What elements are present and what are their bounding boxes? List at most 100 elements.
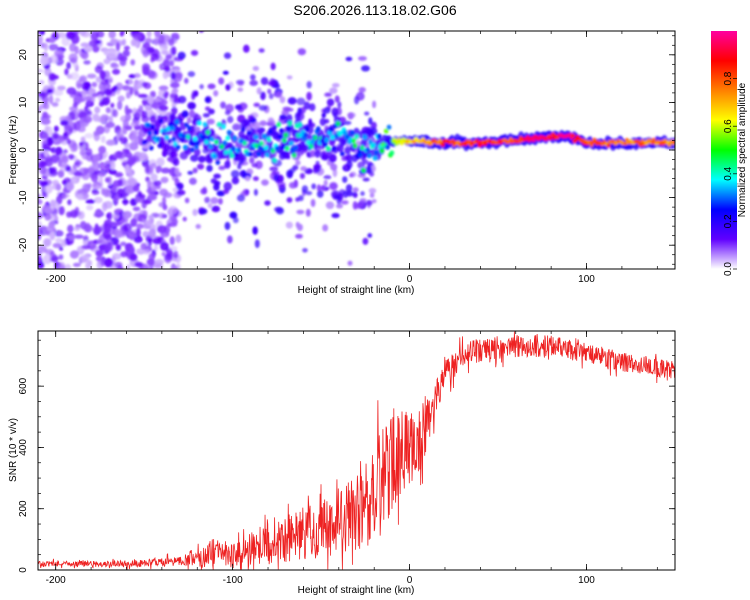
spectral-blob [43, 42, 49, 52]
spectral-blob [163, 92, 169, 100]
spectral-blob [148, 214, 154, 220]
spectral-blob [279, 128, 284, 134]
spectral-blob [58, 254, 64, 260]
spectral-blob [331, 83, 340, 88]
spectral-blob [202, 112, 210, 118]
spectral-blob [112, 109, 118, 118]
spectral-blob [188, 177, 197, 185]
spectral-blob [100, 260, 106, 267]
spectral-blob [148, 228, 156, 238]
spectral-blob [43, 102, 50, 110]
spectral-blob [362, 134, 368, 140]
spectral-blob [121, 38, 127, 46]
spectral-blob [127, 169, 134, 178]
spectral-blob [38, 80, 45, 85]
spectral-blob [303, 101, 311, 110]
spectral-blob [190, 50, 199, 56]
spectral-blob [233, 151, 239, 158]
spectral-blob [108, 116, 114, 124]
spectral-blob [73, 226, 81, 232]
spectral-blob [73, 234, 84, 239]
spectral-blob [83, 60, 91, 65]
spectral-blob [120, 31, 126, 36]
spectral-blob [296, 223, 303, 232]
spectral-blob [130, 121, 140, 127]
spectral-blob [57, 31, 66, 39]
spectral-blob [146, 122, 151, 129]
spectral-blob [222, 70, 229, 75]
spectral-blob [337, 101, 342, 108]
spectral-blob [55, 195, 63, 205]
spectral-blob [66, 62, 72, 70]
spectral-blob [51, 102, 59, 107]
spectral-blob [132, 206, 141, 212]
spectral-blob [383, 128, 389, 134]
spectral-blob [38, 97, 41, 103]
spectral-blob [117, 95, 125, 102]
spectral-blob [115, 151, 126, 160]
spectral-blob [149, 115, 157, 124]
spectral-blob [112, 180, 123, 187]
y-tick-label: 400 [18, 439, 29, 456]
spectral-blob [147, 70, 158, 80]
spectral-blob [342, 130, 348, 136]
spectral-blob [69, 110, 80, 121]
spectral-blob [168, 205, 178, 215]
spectral-blob [412, 140, 417, 144]
spectral-blob [249, 157, 255, 164]
spectral-blob [316, 184, 322, 192]
spectral-blob [114, 261, 123, 268]
spectral-blob [389, 150, 395, 156]
spectral-blob [236, 194, 245, 202]
spectral-blob [129, 253, 138, 261]
spectral-blob [260, 77, 269, 86]
spectral-blob [62, 149, 68, 154]
spectral-blob [40, 160, 48, 168]
spectral-blob [106, 212, 113, 221]
spectral-blob [90, 32, 99, 42]
spectral-blob [85, 148, 93, 156]
spectral-blob [97, 171, 106, 178]
spectral-blob [346, 160, 353, 169]
spectral-blob [351, 138, 357, 144]
spectral-blob [202, 186, 208, 194]
spectral-blob [38, 31, 42, 34]
spectral-blob [262, 133, 267, 139]
spectral-blob [330, 163, 338, 171]
spectral-blob [223, 52, 232, 59]
colorbar-tick-label: 0.8 [723, 71, 734, 85]
spectral-blob [279, 114, 287, 121]
spectral-blob [49, 251, 56, 260]
spectral-blob [254, 239, 260, 249]
spectral-blob [322, 224, 329, 232]
spectral-blob [191, 140, 197, 146]
spectral-blob [342, 120, 352, 125]
spectral-blob [169, 60, 175, 67]
spectral-blob [99, 70, 106, 80]
spectral-blob [531, 138, 536, 142]
spectral-blob [55, 237, 63, 243]
spectral-blob [185, 134, 191, 140]
spectrogram-xlabel: Height of straight line (km) [298, 285, 415, 296]
spectral-blob [141, 81, 148, 88]
spectral-blob [366, 153, 372, 159]
spectral-blob [224, 221, 231, 231]
spectral-blob [53, 230, 64, 237]
spectral-blob [198, 155, 206, 163]
y-tick-label: 0 [18, 567, 29, 573]
spectral-blob [48, 43, 59, 51]
spectral-blob [174, 167, 180, 176]
spectral-blob [162, 59, 171, 68]
x-tick-label: 0 [407, 274, 413, 285]
spectral-blob [342, 176, 348, 183]
spectral-blob [77, 125, 86, 133]
spectral-blob [128, 233, 136, 239]
spectral-blob [147, 185, 152, 195]
spectral-blob [355, 91, 365, 101]
spectral-blob [315, 126, 321, 132]
spectral-blob [371, 142, 376, 148]
spectral-blob [357, 56, 367, 61]
spectral-blob [153, 244, 159, 252]
spectral-blob [60, 120, 69, 126]
